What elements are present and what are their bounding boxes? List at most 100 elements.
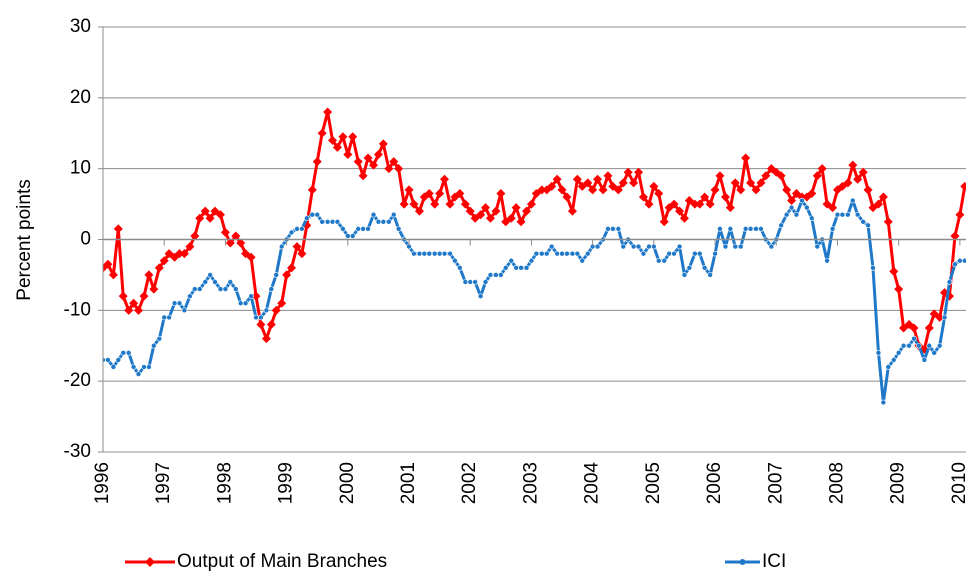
point xyxy=(618,178,628,188)
point xyxy=(807,188,817,198)
point xyxy=(196,286,203,292)
point xyxy=(676,243,683,250)
point xyxy=(113,224,123,234)
point xyxy=(552,174,562,184)
point xyxy=(574,250,581,257)
point xyxy=(889,266,899,276)
point xyxy=(470,213,480,223)
point xyxy=(638,192,648,202)
point xyxy=(644,199,654,209)
point xyxy=(210,206,220,216)
point xyxy=(175,249,185,259)
x-tick-label: 1999 xyxy=(276,462,297,504)
point xyxy=(564,250,570,257)
point xyxy=(363,153,373,163)
point xyxy=(630,243,637,250)
point xyxy=(299,226,305,232)
legend-label: ICI xyxy=(762,551,786,572)
point xyxy=(828,203,838,213)
point xyxy=(696,250,703,257)
point xyxy=(241,249,251,259)
point xyxy=(822,199,832,209)
point xyxy=(187,293,193,299)
point xyxy=(710,185,720,195)
point xyxy=(778,222,784,229)
point xyxy=(146,364,152,370)
point xyxy=(447,250,453,257)
point xyxy=(151,342,157,349)
point xyxy=(431,250,438,257)
point xyxy=(380,218,387,225)
point xyxy=(522,206,532,216)
point xyxy=(282,270,292,280)
point xyxy=(144,270,154,280)
point xyxy=(349,233,356,239)
point xyxy=(870,265,876,271)
point xyxy=(110,364,117,370)
point xyxy=(885,364,892,370)
point xyxy=(681,272,688,278)
point xyxy=(880,399,887,406)
point xyxy=(246,252,256,262)
point xyxy=(935,312,945,322)
point xyxy=(195,213,205,223)
point xyxy=(205,213,215,223)
point xyxy=(598,185,608,195)
x-tick-label: 2007 xyxy=(765,462,786,504)
point xyxy=(768,243,775,250)
point xyxy=(467,279,474,285)
point xyxy=(839,211,846,218)
point xyxy=(562,192,572,202)
point xyxy=(730,178,740,188)
point xyxy=(314,211,321,218)
point xyxy=(156,335,163,342)
point xyxy=(646,243,652,250)
point xyxy=(594,243,601,250)
point xyxy=(324,218,331,225)
point xyxy=(756,178,766,188)
point xyxy=(906,342,912,349)
point xyxy=(242,300,249,307)
point xyxy=(268,286,275,292)
point xyxy=(539,250,545,257)
point xyxy=(312,157,322,167)
point xyxy=(868,203,878,213)
point xyxy=(334,218,341,225)
point xyxy=(588,185,598,195)
point xyxy=(924,323,934,333)
point xyxy=(513,265,519,271)
point xyxy=(961,257,966,264)
point xyxy=(216,210,226,220)
point xyxy=(248,293,254,299)
legend-marker xyxy=(739,559,746,565)
point xyxy=(554,250,560,257)
point xyxy=(613,185,623,195)
x-tick-label: 1997 xyxy=(153,462,174,504)
point xyxy=(278,243,285,250)
point xyxy=(472,279,478,285)
point xyxy=(957,257,963,264)
point xyxy=(190,231,200,241)
point xyxy=(746,178,756,188)
x-tick-label: 1996 xyxy=(92,462,113,504)
point xyxy=(528,257,535,264)
point xyxy=(373,150,383,159)
point xyxy=(548,243,555,250)
point xyxy=(620,243,627,250)
point xyxy=(941,314,948,321)
point xyxy=(390,211,397,218)
point xyxy=(161,314,168,321)
point xyxy=(960,181,966,191)
point xyxy=(701,265,708,271)
point xyxy=(508,257,515,264)
y-tick-label: -10 xyxy=(64,299,91,320)
point xyxy=(171,300,178,307)
point xyxy=(370,211,377,218)
point xyxy=(817,164,827,174)
point xyxy=(875,350,882,356)
point xyxy=(460,199,470,209)
point xyxy=(788,204,795,211)
point xyxy=(655,257,662,264)
point xyxy=(348,132,358,142)
point xyxy=(256,320,266,329)
